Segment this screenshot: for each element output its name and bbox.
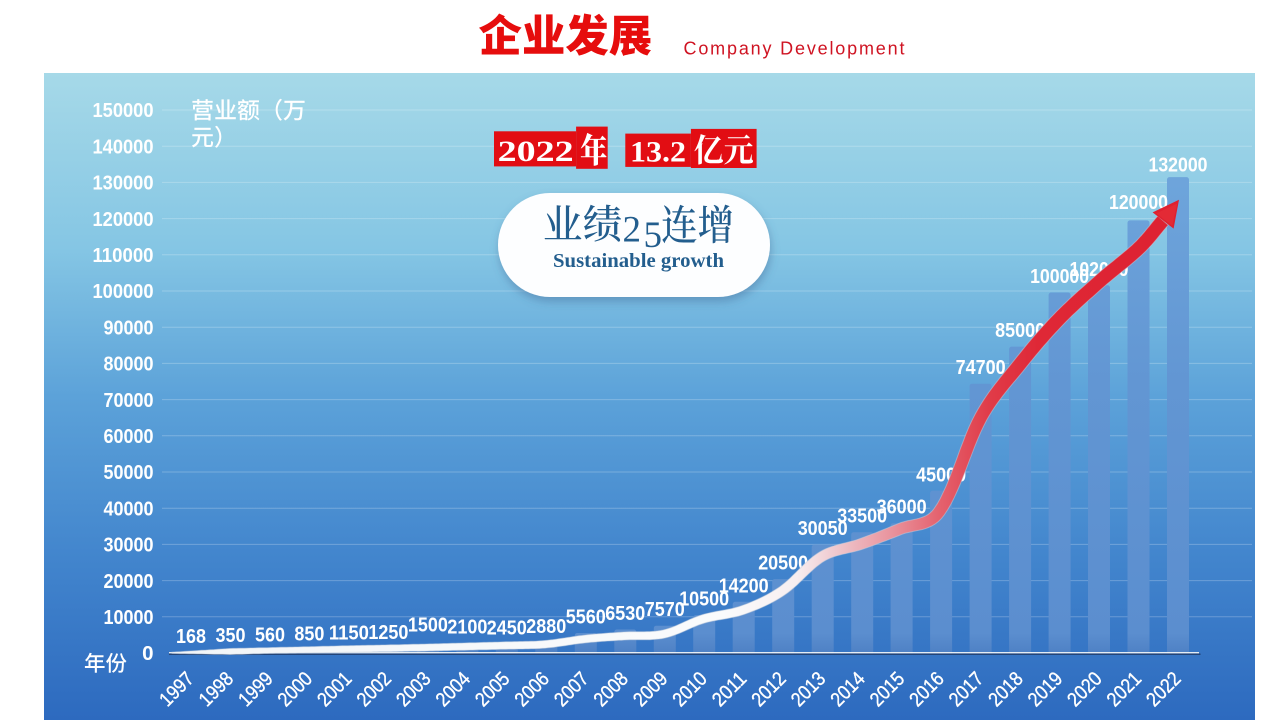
svg-text:40000: 40000 — [104, 497, 154, 520]
svg-text:100000: 100000 — [93, 280, 154, 303]
svg-text:Company Development: Company Development — [684, 39, 905, 59]
svg-text:10000: 10000 — [104, 606, 154, 629]
svg-text:120000: 120000 — [93, 208, 154, 231]
svg-text:10500: 10500 — [679, 589, 729, 611]
svg-text:2100: 2100 — [447, 616, 487, 638]
svg-text:7570: 7570 — [645, 599, 685, 621]
svg-text:132000: 132000 — [1149, 155, 1208, 177]
svg-text:60000: 60000 — [104, 425, 154, 448]
svg-text:30050: 30050 — [798, 518, 848, 540]
svg-text:Sustainable growth: Sustainable growth — [553, 251, 724, 272]
svg-text:5: 5 — [644, 215, 663, 256]
svg-text:2: 2 — [623, 210, 642, 251]
svg-text:20000: 20000 — [104, 570, 154, 593]
svg-text:70000: 70000 — [104, 389, 154, 412]
svg-text:1250: 1250 — [368, 622, 408, 644]
svg-text:120000: 120000 — [1109, 192, 1168, 214]
svg-text:5560: 5560 — [566, 607, 606, 629]
svg-text:14200: 14200 — [719, 575, 769, 597]
svg-text:350: 350 — [216, 625, 246, 647]
svg-text:50000: 50000 — [104, 461, 154, 484]
svg-text:74700: 74700 — [956, 357, 1006, 379]
svg-text:2450: 2450 — [487, 618, 527, 640]
svg-text:36000: 36000 — [877, 497, 927, 519]
svg-text:30000: 30000 — [104, 534, 154, 557]
svg-text:560: 560 — [255, 625, 285, 647]
svg-text:850: 850 — [294, 623, 324, 645]
svg-text:13.2: 13.2 — [630, 136, 686, 169]
svg-text:1500: 1500 — [408, 615, 448, 637]
svg-text:168: 168 — [176, 626, 206, 648]
svg-text:150000: 150000 — [93, 99, 154, 122]
svg-text:140000: 140000 — [93, 135, 154, 158]
svg-text:110000: 110000 — [93, 244, 154, 267]
svg-text:100000: 100000 — [1030, 266, 1089, 288]
svg-text:33500: 33500 — [837, 506, 887, 528]
svg-text:2022: 2022 — [498, 135, 574, 168]
svg-text:130000: 130000 — [93, 172, 154, 195]
svg-text:90000: 90000 — [104, 316, 154, 339]
svg-text:20500: 20500 — [758, 553, 808, 575]
svg-text:6530: 6530 — [605, 603, 645, 625]
svg-text:1150: 1150 — [329, 622, 369, 644]
svg-text:85000: 85000 — [995, 320, 1045, 342]
svg-text:2880: 2880 — [526, 616, 566, 638]
svg-text:0: 0 — [142, 642, 153, 665]
svg-text:80000: 80000 — [104, 353, 154, 376]
